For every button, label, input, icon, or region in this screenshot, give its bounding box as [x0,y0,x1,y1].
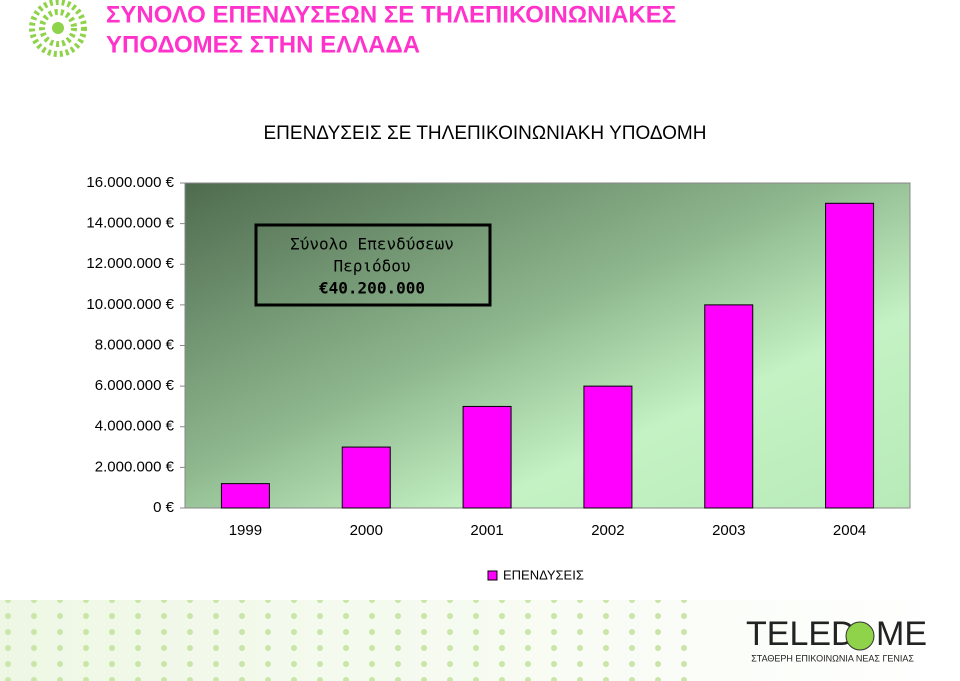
logo-tagline: ΣΤΑΘΕΡΗ ΕΠΙΚΟΙΝΩΝΙΑ ΝΕΑΣ ΓΕΝΙΑΣ [751,653,914,663]
logo-ball [845,621,875,651]
y-tick-label: 2.000.000 € [95,458,175,475]
legend-swatch [487,570,498,581]
y-tick-label: 6.000.000 € [95,377,175,394]
chart: 0 € 2.000.000 € 4.000.000 € 6.000.000 € 8.00… [86,174,875,582]
y-tick-label: 8.000.000 € [95,336,175,353]
y-tick-label: 4.000.000 € [95,418,175,435]
y-tick-label: 0 € [153,499,175,516]
bar [220,483,270,509]
annotation: Σύνολο Επενδύσεων [290,235,454,254]
y-tick-label: 10.000.000 € [86,296,174,313]
slide-title: ΥΠΟΔΟΜΕΣ ΣΤΗΝ ΕΛΛΑΔΑ [106,31,420,58]
slide-title: ΣΥΝΟΛΟ ΕΠΕΝΔΥΣΕΩΝ ΣΕ ΤΗΛΕΠΙΚΟΙΝΩΝΙΑΚΕΣ [106,1,676,28]
x-tick-label: 2000 [350,522,383,539]
bar [583,385,633,509]
logo-text: TELED [746,615,856,653]
plot-area [184,182,911,509]
legend-label: ΕΠΕΝΔΥΣΕΙΣ [503,567,584,582]
annotation: Περιόδου [333,257,410,276]
logo-dots [29,0,87,57]
bar [341,446,391,509]
bar [462,405,512,509]
footer-dots [0,600,700,681]
y-tick-label: 14.000.000 € [86,215,174,232]
y-tick-label: 12.000.000 € [86,255,174,272]
x-tick-label: 2004 [833,522,866,539]
x-tick-label: 2001 [470,522,503,539]
bar [825,202,875,509]
logo-text: ME [876,615,927,653]
x-tick-label: 2003 [712,522,745,539]
x-tick-label: 1999 [229,522,262,539]
y-tick-label: 16.000.000 € [86,174,174,191]
chart-title: ΕΠΕΝΔΥΣΕΙΣ ΣΕ ΤΗΛΕΠΙΚΟΙΝΩΝΙΑΚΗ ΥΠΟΔΟΜΗ [264,123,707,144]
bar [704,304,754,509]
x-tick-label: 2002 [591,522,624,539]
annotation: €40.200.000 [319,279,425,298]
annotation-box [254,223,492,307]
